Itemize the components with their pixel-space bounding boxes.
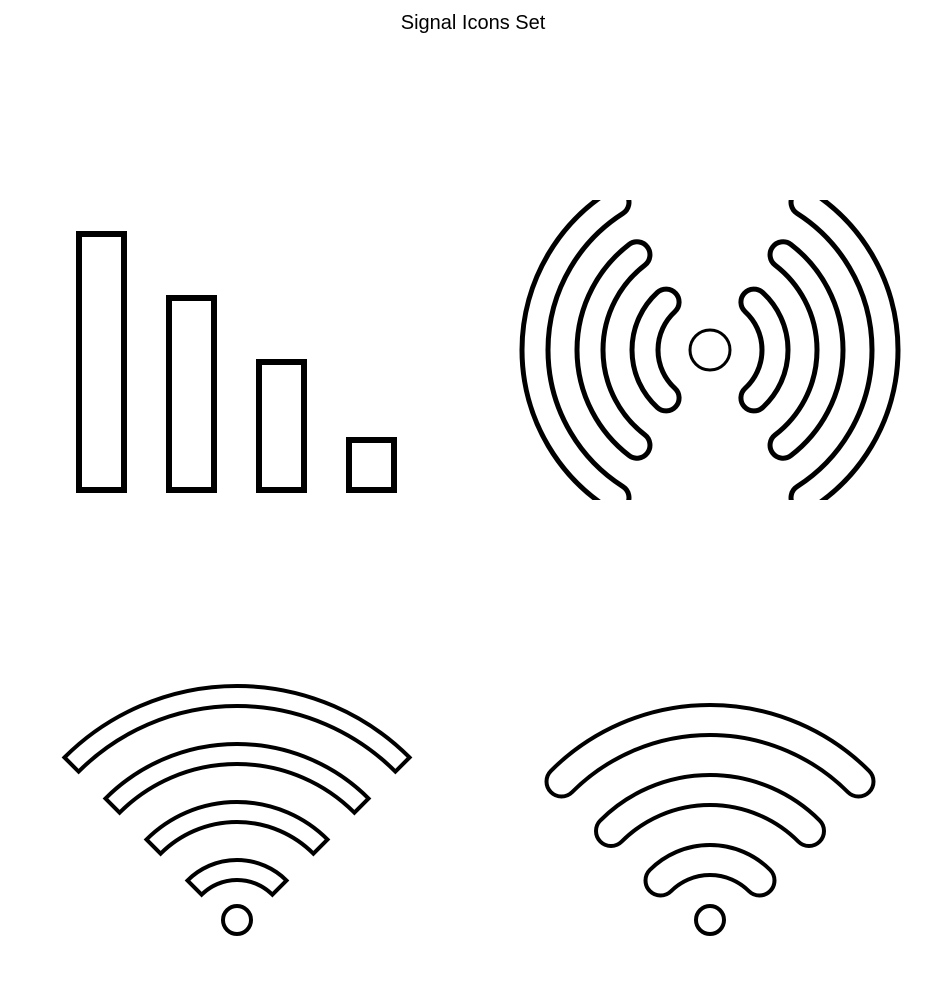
page-title: Signal Icons Set <box>401 12 546 35</box>
signal-bars-cell <box>0 150 473 550</box>
wifi-bold-icon <box>510 630 910 950</box>
wifi-thin-cell <box>0 590 473 990</box>
broadcast-icon <box>510 200 910 500</box>
wifi-bold-cell <box>473 590 946 990</box>
icon-grid <box>0 150 946 990</box>
broadcast-cell <box>473 150 946 550</box>
signal-bars-icon <box>57 190 417 510</box>
wifi-thin-icon <box>37 630 437 950</box>
